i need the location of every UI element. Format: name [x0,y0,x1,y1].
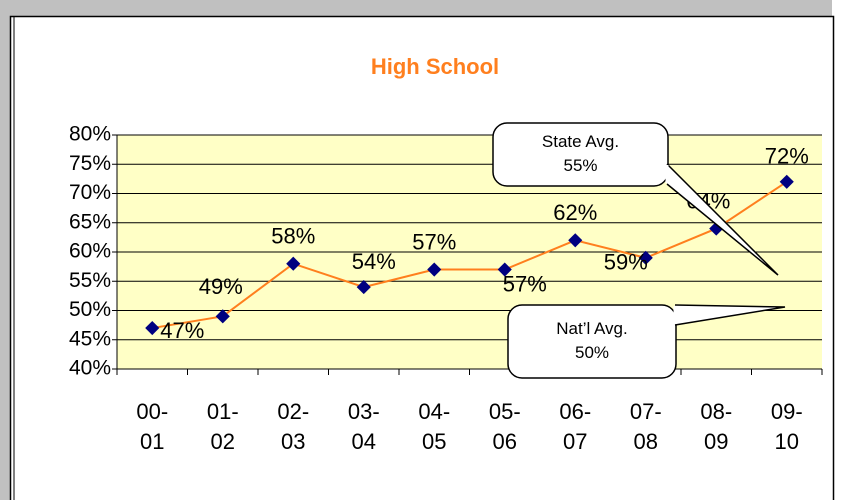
y-tick-label: 70% [69,181,111,204]
y-tick-label: 55% [69,269,111,292]
data-label: 49% [199,274,243,299]
frame-shadow [0,0,832,16]
y-tick-label: 65% [69,210,111,233]
frame-shadow [0,0,10,500]
y-tick-label: 45% [69,327,111,350]
x-tick-label: 08- 09 [700,399,733,454]
data-point [779,174,794,189]
y-tick-label: 80% [69,123,111,146]
x-tick-label: 01- 02 [206,399,239,454]
x-tick-label: 07- 08 [629,399,662,454]
data-label: 47% [160,318,204,343]
data-label: 54% [352,249,396,274]
x-tick-label: 09- 10 [770,399,803,454]
y-tick-label: 60% [69,240,111,263]
data-label: 58% [271,224,315,249]
callout-box [507,304,677,379]
data-point [568,233,583,248]
data-label: 62% [553,200,597,225]
callout-tail [674,304,786,326]
data-point [286,256,301,271]
data-point [145,320,160,336]
data-label: 57% [412,229,456,254]
callout-text: 55% [563,156,597,175]
callout-text: 50% [575,343,609,362]
data-label: 72% [765,144,809,169]
data-label: 59% [604,250,648,275]
data-point [497,262,512,277]
callout-text: Nat’l Avg. [556,319,628,338]
x-tick-label: 04- 05 [418,399,451,454]
y-tick-label: 75% [69,152,111,175]
x-tick-label: 06- 07 [559,399,592,454]
data-point [356,280,371,295]
callout-text: State Avg. [542,132,619,151]
x-tick-label: 00- 01 [136,399,169,454]
x-tick-label: 02- 03 [277,399,310,454]
callout-tail [666,163,779,276]
chart-title: High School [371,54,499,79]
y-tick-label: 50% [69,298,111,321]
x-tick-label: 03- 04 [347,399,380,454]
data-line [152,180,788,330]
data-label: 57% [503,271,547,296]
data-point [215,309,230,324]
data-point [638,250,653,265]
callout-box [492,122,669,187]
y-tick-label: 40% [69,357,111,380]
x-tick-label: 05- 06 [488,399,521,454]
data-point [427,262,442,277]
